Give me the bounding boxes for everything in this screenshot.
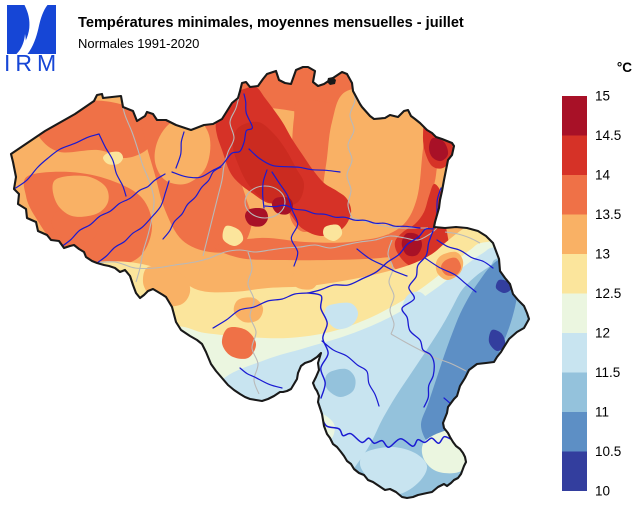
svg-text:°C: °C <box>617 60 632 75</box>
svg-text:10: 10 <box>595 484 610 499</box>
svg-text:13: 13 <box>595 247 610 262</box>
svg-text:11: 11 <box>595 405 609 420</box>
svg-text:11.5: 11.5 <box>595 365 620 380</box>
svg-text:10.5: 10.5 <box>595 444 621 459</box>
svg-text:13.5: 13.5 <box>595 207 621 222</box>
svg-text:12: 12 <box>595 326 610 341</box>
svg-text:14: 14 <box>595 168 611 183</box>
svg-text:12.5: 12.5 <box>595 286 621 301</box>
svg-text:IRM: IRM <box>4 50 61 76</box>
svg-text:15: 15 <box>595 89 610 104</box>
svg-text:14.5: 14.5 <box>595 128 621 143</box>
